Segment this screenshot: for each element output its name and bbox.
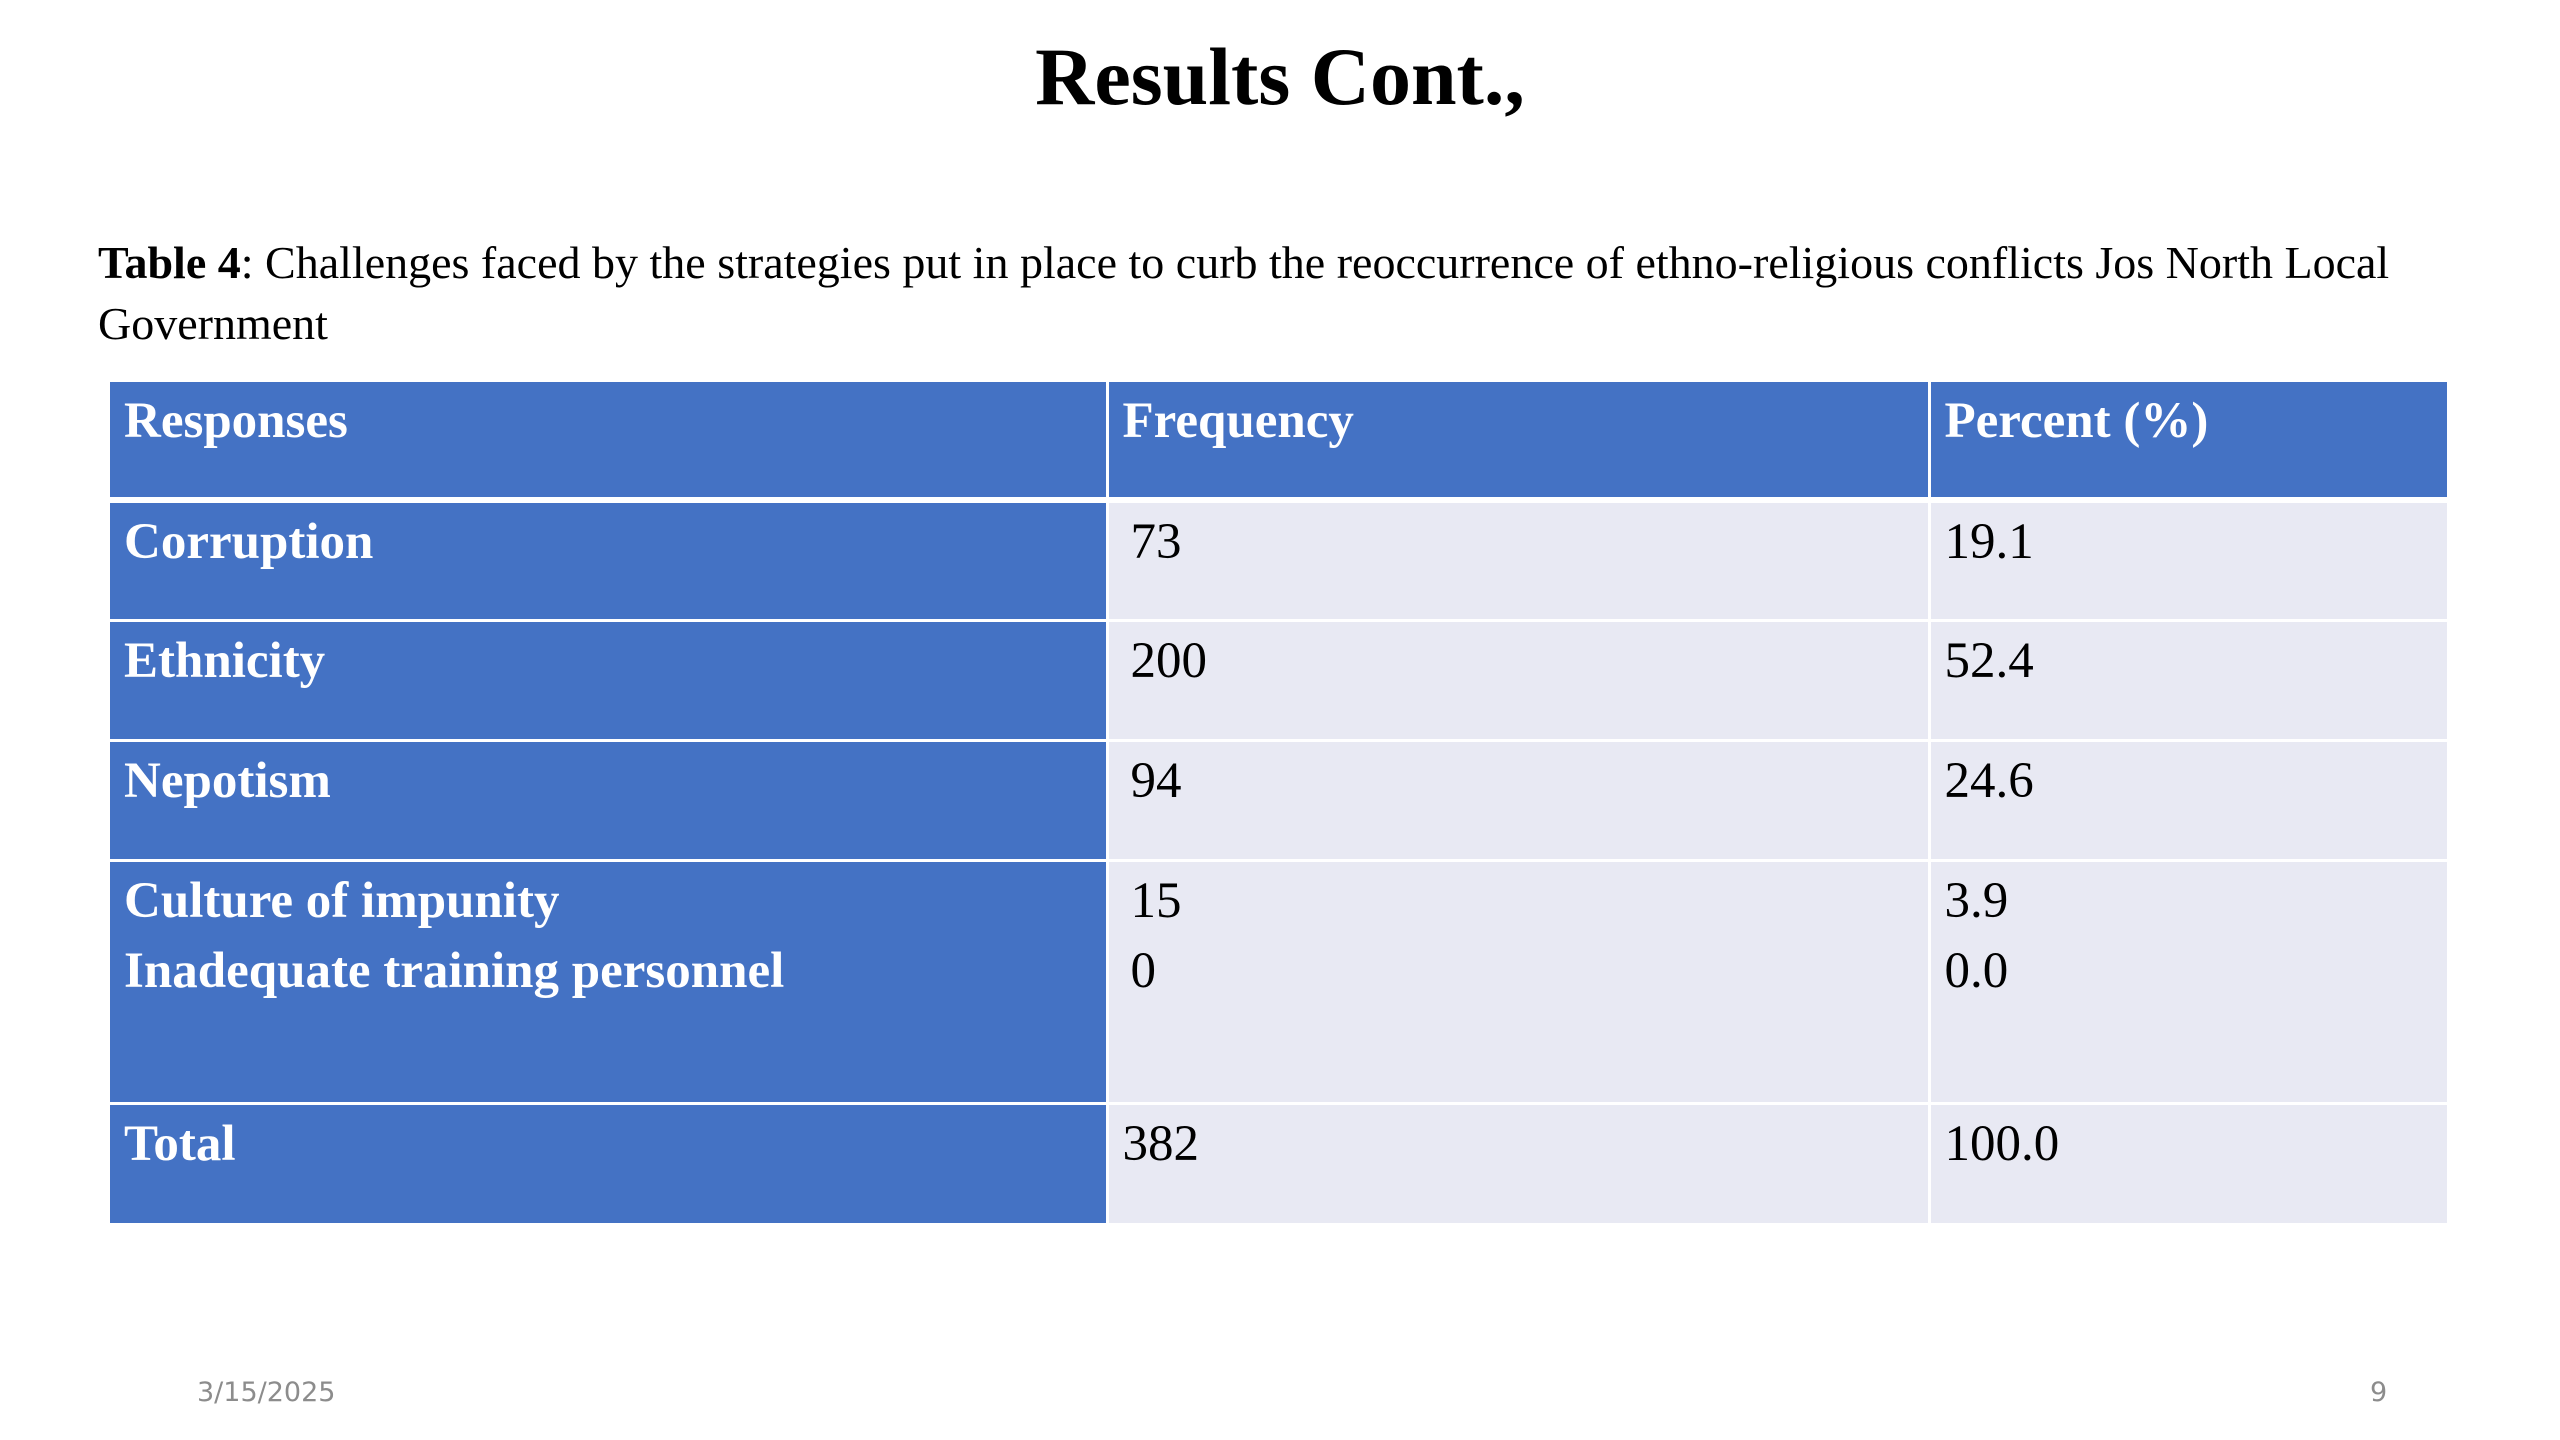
frequency-cell: 15 0 <box>1107 860 1931 1105</box>
response-cell: Nepotism <box>110 740 1109 862</box>
response-cell: Ethnicity <box>110 620 1109 742</box>
frequency-cell: 94 <box>1107 740 1931 862</box>
percent-cell: 52.4 <box>1929 620 2447 742</box>
response-cell: Culture of impunity Inadequate training … <box>110 860 1109 1105</box>
table-row: Nepotism 94 24.6 <box>110 740 2447 862</box>
frequency-line: 0 <box>1130 942 1157 999</box>
table-caption: Table 4: Challenges faced by the strateg… <box>98 232 2428 354</box>
table-row: Culture of impunity Inadequate training … <box>110 860 2447 1105</box>
total-frequency-cell: 382 <box>1107 1103 1931 1223</box>
percent-line: 3.9 <box>1944 872 2009 929</box>
results-table: Responses Frequency Percent (%) Corrupti… <box>110 382 2447 1223</box>
percent-cell: 3.9 0.0 <box>1929 860 2447 1105</box>
frequency-cell: 73 <box>1107 500 1931 622</box>
response-cell: Corruption <box>110 500 1109 622</box>
table-row: Corruption 73 19.1 <box>110 500 2447 622</box>
total-label-cell: Total <box>110 1103 1109 1223</box>
header-percent: Percent (%) <box>1929 382 2447 503</box>
total-percent-cell: 100.0 <box>1929 1103 2447 1223</box>
table-caption-label: Table 4 <box>98 237 241 288</box>
table-total-row: Total 382 100.0 <box>110 1103 2447 1223</box>
table-caption-text: : Challenges faced by the strategies put… <box>98 237 2390 349</box>
percent-cell: 19.1 <box>1929 500 2447 622</box>
percent-cell: 24.6 <box>1929 740 2447 862</box>
table-header-row: Responses Frequency Percent (%) <box>110 382 2447 503</box>
table-row: Ethnicity 200 52.4 <box>110 620 2447 742</box>
page-number: 9 <box>2370 1377 2388 1408</box>
footer-date: 3/15/2025 <box>197 1377 336 1408</box>
frequency-line: 15 <box>1130 872 1182 929</box>
header-frequency: Frequency <box>1107 382 1931 503</box>
frequency-cell: 200 <box>1107 620 1931 742</box>
percent-line: 0.0 <box>1944 942 2009 999</box>
slide-title: Results Cont., <box>1035 31 1525 122</box>
header-responses: Responses <box>110 382 1109 503</box>
response-line: Inadequate training personnel <box>124 942 785 999</box>
response-line: Culture of impunity <box>124 872 560 929</box>
